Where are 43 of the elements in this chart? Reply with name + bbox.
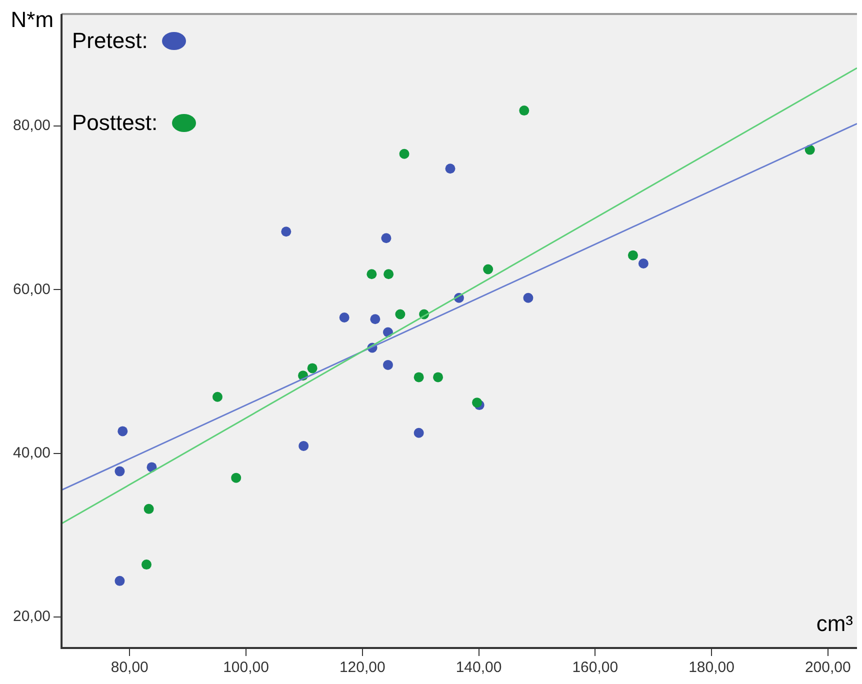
point	[472, 398, 482, 408]
point	[212, 392, 222, 402]
x-tick-label: 100,00	[223, 659, 269, 676]
point	[114, 576, 125, 586]
x-tick-label: 140,00	[456, 659, 502, 676]
y-tick-label: 80,00	[12, 117, 51, 134]
y-tick-label: 40,00	[12, 444, 51, 462]
point	[445, 164, 456, 174]
point	[339, 312, 350, 322]
point	[433, 372, 444, 382]
x-tick-label: 80,00	[110, 659, 148, 676]
point	[384, 269, 394, 280]
x-tick-label: 200,00	[804, 659, 851, 676]
point	[144, 504, 154, 514]
point	[281, 226, 292, 237]
legend-label: Pretest:	[72, 28, 148, 54]
y-tick-label: 20,00	[12, 608, 51, 626]
point	[483, 264, 494, 274]
point	[519, 106, 530, 116]
point	[307, 363, 318, 374]
x-tick-label: 160,00	[572, 659, 618, 676]
point	[414, 428, 424, 438]
y-tick-label: 60,00	[12, 280, 51, 298]
point	[382, 360, 393, 370]
point	[118, 426, 128, 436]
point	[414, 372, 424, 382]
point	[638, 258, 648, 269]
point	[628, 250, 638, 260]
x-tick-label: 180,00	[688, 659, 734, 676]
point	[370, 314, 380, 324]
point	[298, 440, 309, 451]
x-tick-label: 120,00	[339, 659, 386, 676]
y-axis-title: N*m	[10, 7, 54, 32]
point	[141, 560, 152, 570]
point	[523, 292, 534, 303]
point	[399, 148, 410, 159]
legend-label: Posttest:	[72, 110, 158, 136]
x-axis-title: cm³	[816, 611, 853, 636]
point	[381, 233, 392, 244]
point	[231, 472, 242, 483]
point	[114, 466, 125, 476]
point	[366, 269, 377, 280]
point	[395, 309, 406, 320]
